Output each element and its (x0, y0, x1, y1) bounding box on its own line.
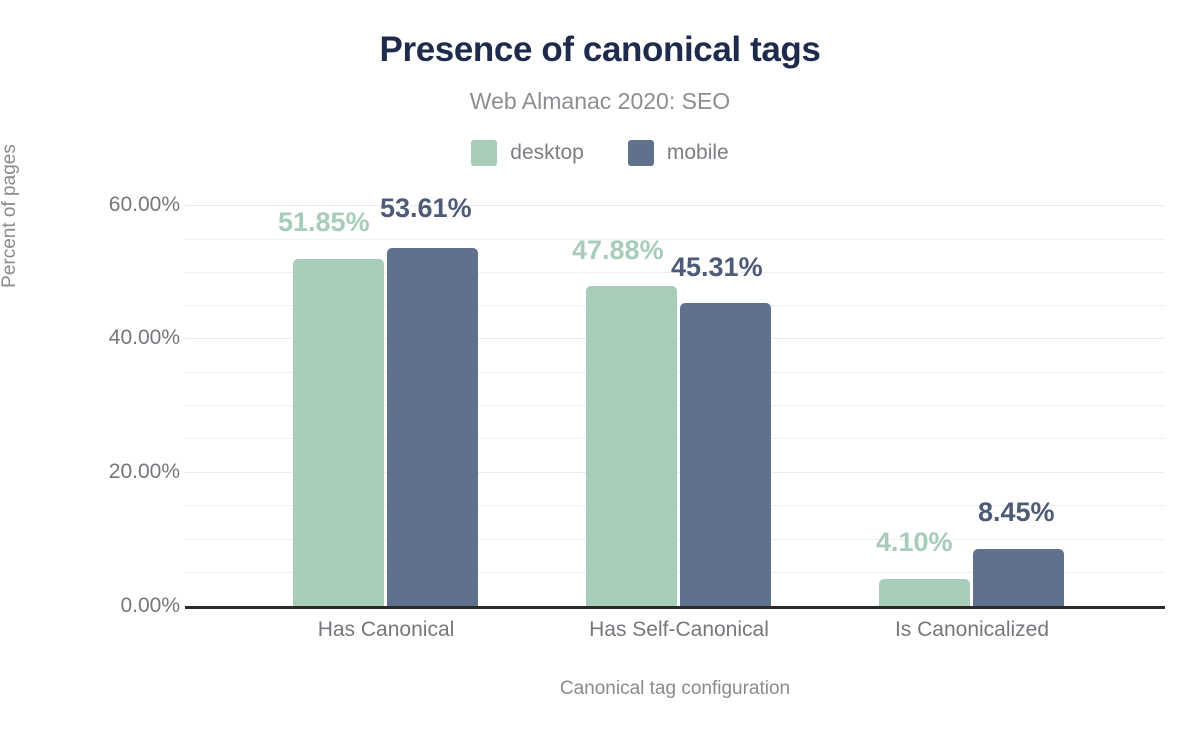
bar-desktop-has-canonical[interactable] (293, 259, 384, 606)
bar-label-desktop-is-canonicalized: 4.10% (876, 527, 953, 557)
bar-label-mobile-has-self-canonical: 45.31% (671, 252, 763, 282)
x-tick-label-is-canonicalized: Is Canonicalized (894, 618, 1050, 641)
y-tick-label-40: 40.00% (108, 326, 180, 349)
legend-item-mobile[interactable]: mobile (627, 140, 729, 166)
legend-item-desktop[interactable]: desktop (471, 140, 584, 166)
legend-label-desktop: desktop (510, 141, 584, 164)
y-tick-label-20: 20.00% (108, 460, 180, 483)
x-tick-label-has-self-canonical: Has Self-Canonical (589, 618, 769, 641)
bar-label-desktop-has-self-canonical: 47.88% (572, 235, 664, 265)
bar-mobile-has-canonical[interactable] (387, 248, 478, 606)
x-axis-baseline (185, 606, 1165, 609)
gridline-55 (185, 239, 1165, 240)
chart-subtitle: Web Almanac 2020: SEO (469, 88, 731, 114)
bar-mobile-is-canonicalized[interactable] (973, 549, 1064, 606)
legend-swatch-mobile (627, 140, 654, 166)
bar-desktop-has-self-canonical[interactable] (586, 286, 677, 606)
chart-title: Presence of canonical tags (379, 30, 821, 69)
legend-label-mobile: mobile (666, 141, 729, 164)
x-tick-label-has-canonical: Has Canonical (317, 618, 455, 641)
bar-group-has-canonical: 51.85% 53.61% (278, 193, 586, 606)
plot-area: 51.85% 53.61% 47.88% 45.31% 4.10% 8.45% (185, 193, 1165, 609)
gridline-50 (185, 272, 1165, 273)
bar-mobile-has-self-canonical[interactable] (680, 303, 771, 606)
bar-label-desktop-has-canonical: 51.85% (278, 207, 370, 237)
gridline-60 (185, 205, 1165, 206)
y-tick-label-0: 0.00% (120, 594, 180, 617)
y-tick-label-60: 60.00% (108, 193, 180, 216)
bar-desktop-is-canonicalized[interactable] (879, 579, 970, 606)
bar-label-mobile-has-canonical: 53.61% (380, 193, 472, 223)
legend-swatch-desktop (471, 140, 498, 166)
x-axis-title: Canonical tag configuration (559, 678, 791, 699)
bar-group-is-canonicalized: 4.10% 8.45% (876, 195, 1172, 606)
chart-legend: desktop mobile (0, 140, 1200, 166)
bar-label-mobile-is-canonicalized: 8.45% (978, 497, 1055, 527)
bar-group-has-self-canonical: 47.88% 45.31% (572, 195, 879, 606)
